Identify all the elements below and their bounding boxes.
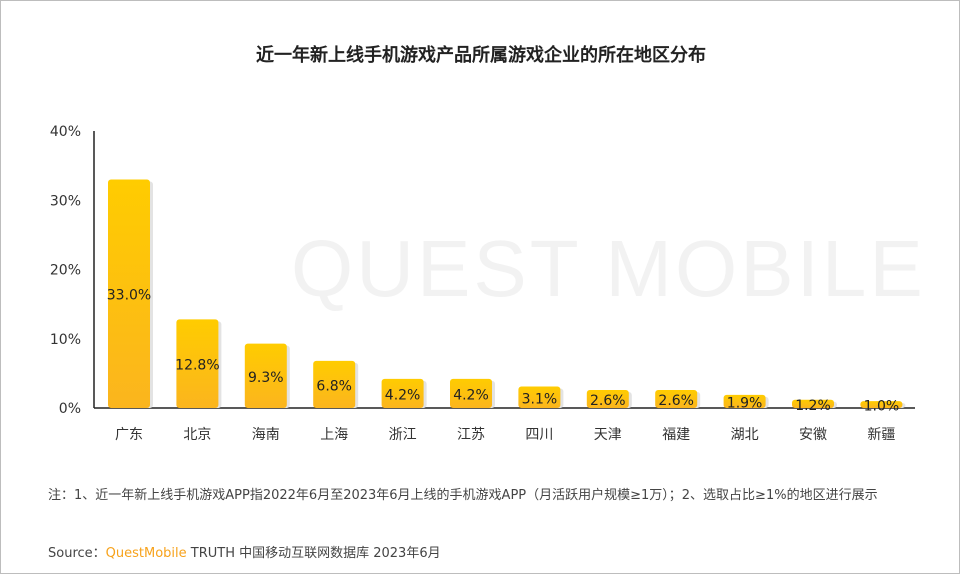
bar <box>381 378 424 408</box>
y-tick-label: 30% <box>50 193 81 209</box>
data-label: 4.2% <box>385 387 421 403</box>
x-tick-label: 海南 <box>252 427 280 443</box>
bar <box>860 401 903 408</box>
x-tick-label: 湖北 <box>731 427 759 443</box>
x-tick-label: 北京 <box>183 427 211 443</box>
data-label: 1.9% <box>727 395 763 411</box>
source-label: Source： <box>48 546 106 561</box>
bar <box>586 389 629 408</box>
bar <box>313 360 356 408</box>
x-tick-label: 新疆 <box>867 427 895 443</box>
x-tick-label: 福建 <box>662 427 690 443</box>
y-tick-label: 40% <box>50 124 81 140</box>
data-label: 4.2% <box>453 387 489 403</box>
data-label: 1.2% <box>795 398 831 414</box>
source-text: TRUTH 中国移动互联网数据库 2023年6月 <box>186 546 441 561</box>
x-tick-label: 上海 <box>320 427 348 443</box>
chart-title: 近一年新上线手机游戏产品所属游戏企业的所在地区分布 <box>256 45 706 66</box>
bar <box>655 389 698 408</box>
footnote: 注：1、近一年新上线手机游戏APP指2022年6月至2023年6月上线的手机游戏… <box>48 488 878 503</box>
bar <box>450 378 492 408</box>
data-label: 3.1% <box>522 391 558 407</box>
bar <box>792 399 834 408</box>
bar <box>108 179 150 408</box>
x-tick-label: 安徽 <box>799 427 827 443</box>
data-label: 9.3% <box>248 370 284 386</box>
y-tick-label: 20% <box>50 263 81 279</box>
data-label: 6.8% <box>316 378 352 394</box>
bar <box>176 319 219 408</box>
bar <box>244 343 287 408</box>
x-tick-label: 浙江 <box>389 427 417 443</box>
data-label: 2.6% <box>590 393 626 409</box>
source-brand: QuestMobile <box>105 546 187 561</box>
y-tick-label: 10% <box>50 332 81 348</box>
data-label: 12.8% <box>175 358 219 374</box>
x-tick-label: 四川 <box>525 427 553 443</box>
data-label: 1.0% <box>864 399 900 415</box>
bar <box>518 386 561 408</box>
watermark: QUEST MOBILE <box>291 224 926 313</box>
data-label: 33.0% <box>107 288 151 304</box>
y-tick-label: 0% <box>59 401 81 417</box>
x-tick-label: 江苏 <box>457 427 485 443</box>
data-label: 2.6% <box>658 393 694 409</box>
source-line: Source：QuestMobile TRUTH 中国移动互联网数据库 2023… <box>48 542 441 561</box>
x-tick-label: 天津 <box>594 427 622 443</box>
x-tick-label: 广东 <box>115 427 143 443</box>
bar <box>723 394 766 408</box>
